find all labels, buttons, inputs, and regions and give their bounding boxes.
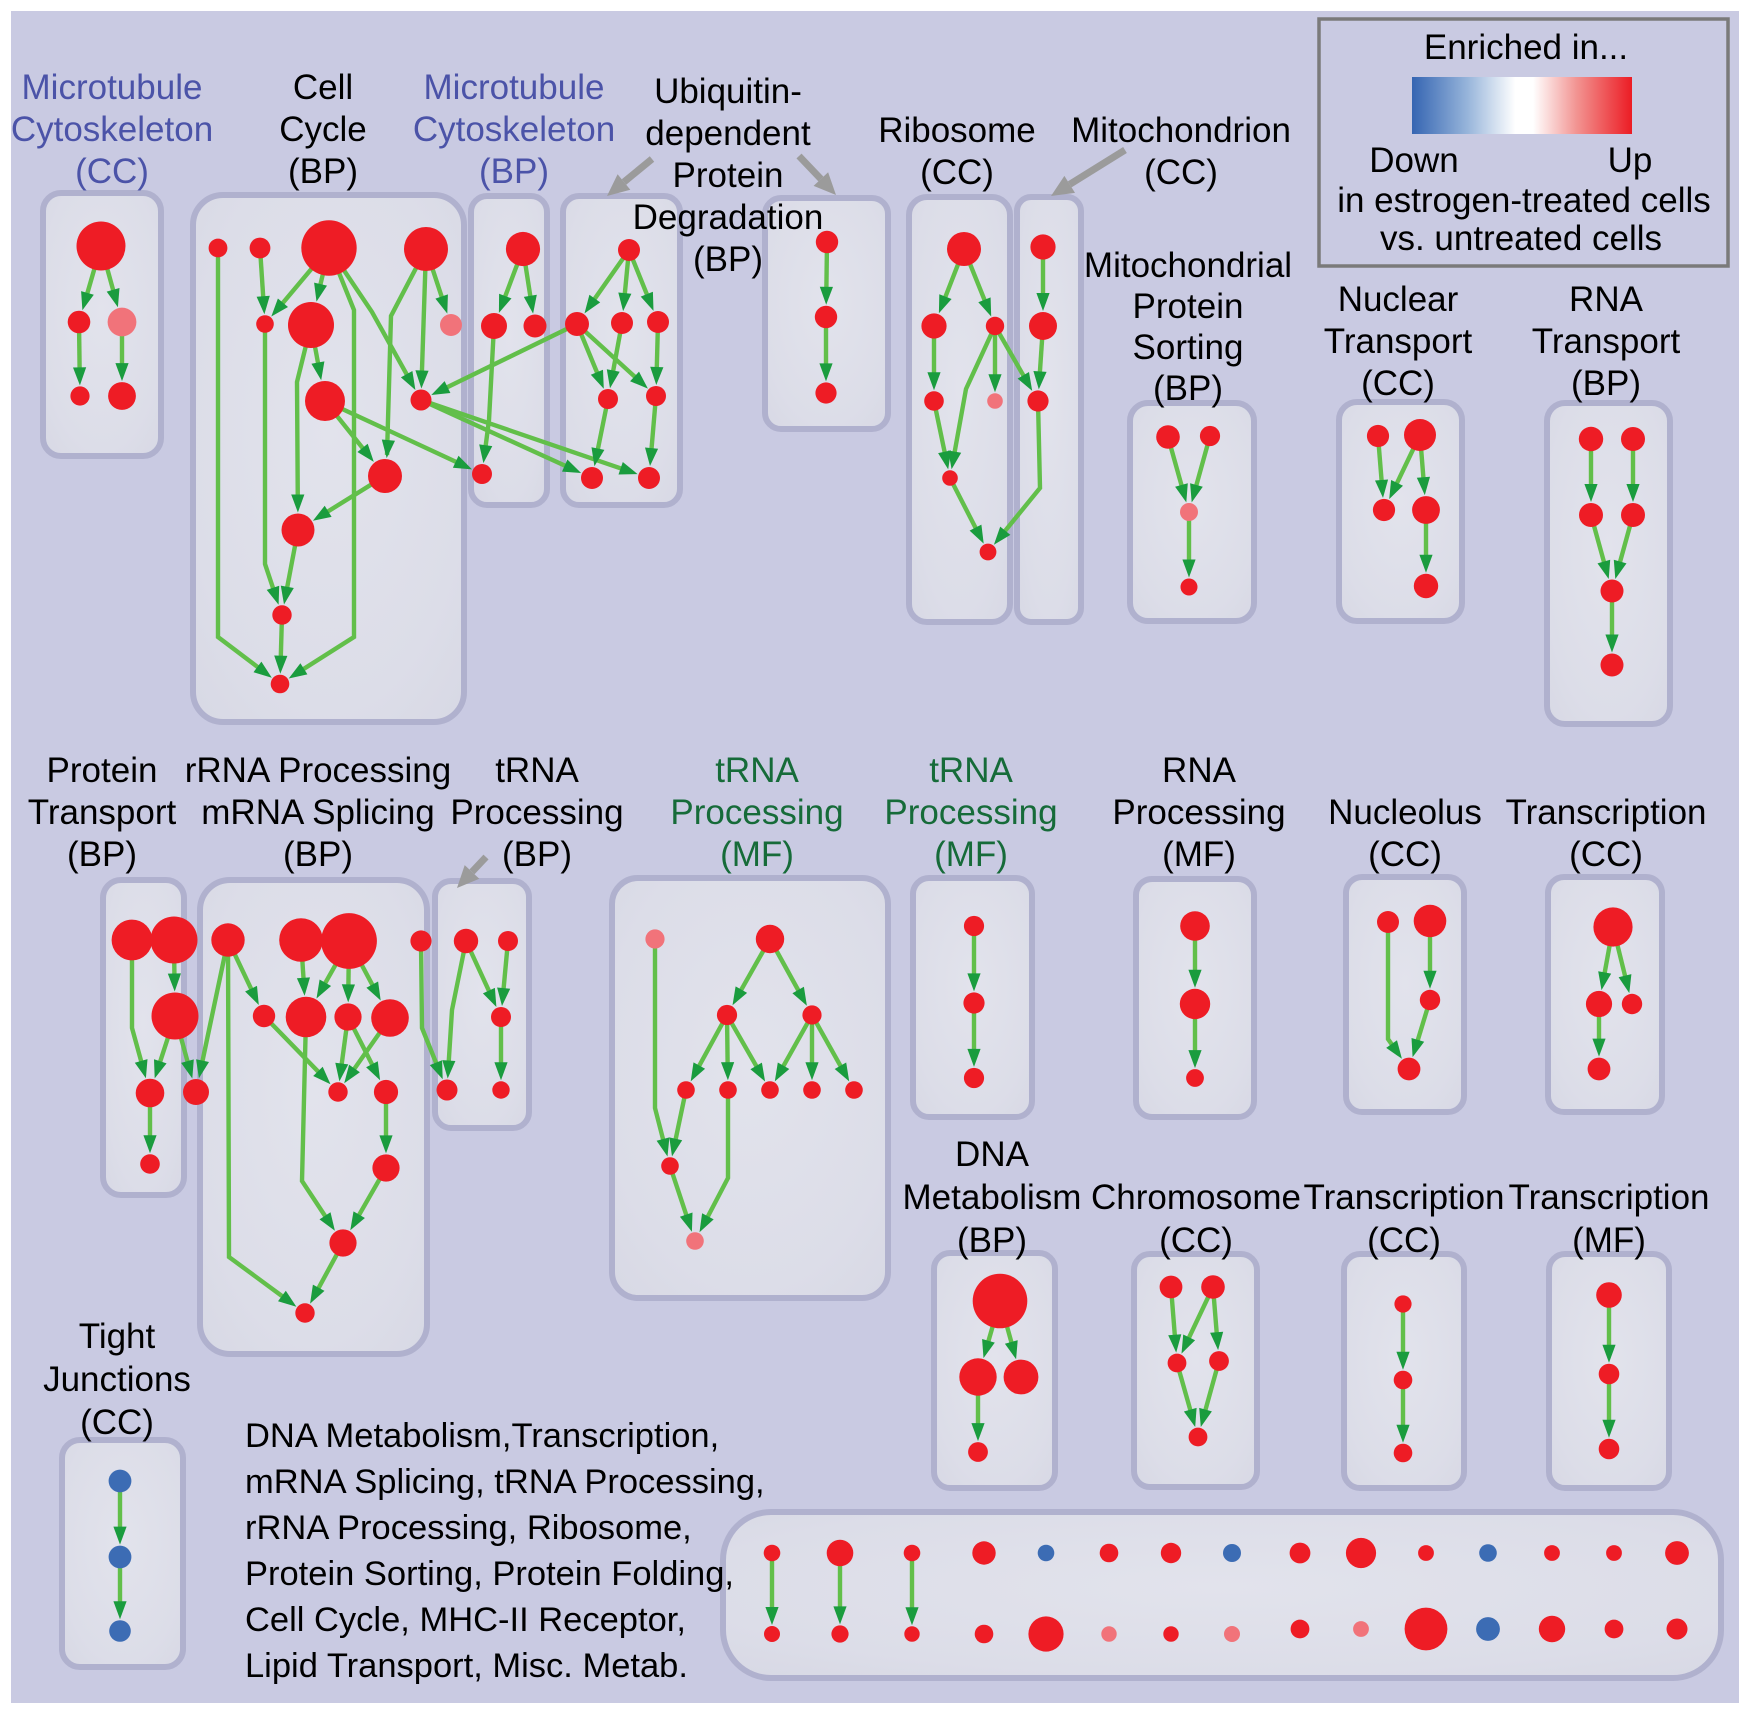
svg-text:vs. untreated cells: vs. untreated cells <box>1380 219 1662 258</box>
svg-text:Microtubule: Microtubule <box>424 68 605 107</box>
svg-text:Cycle: Cycle <box>279 110 367 149</box>
svg-text:Junctions: Junctions <box>43 1360 191 1399</box>
svg-text:(CC): (CC) <box>1361 364 1435 403</box>
svg-text:RNA: RNA <box>1162 751 1237 790</box>
svg-text:(MF): (MF) <box>1162 835 1236 874</box>
svg-text:Enriched in...: Enriched in... <box>1424 28 1628 67</box>
svg-text:(BP): (BP) <box>479 152 549 191</box>
svg-text:(BP): (BP) <box>693 240 763 279</box>
svg-text:Degradation: Degradation <box>633 198 824 237</box>
svg-text:(CC): (CC) <box>80 1403 154 1442</box>
svg-text:Transcription: Transcription <box>1509 1178 1710 1217</box>
svg-text:Cytoskeleton: Cytoskeleton <box>11 110 213 149</box>
svg-text:tRNA: tRNA <box>495 751 579 790</box>
svg-text:DNA Metabolism,Transcription,: DNA Metabolism,Transcription, <box>245 1417 719 1455</box>
svg-text:Mitochondrial: Mitochondrial <box>1084 246 1292 285</box>
svg-text:(CC): (CC) <box>75 152 149 191</box>
svg-text:Up: Up <box>1608 141 1653 180</box>
svg-text:(BP): (BP) <box>288 152 358 191</box>
svg-text:(CC): (CC) <box>1367 1221 1441 1260</box>
svg-text:Mitochondrion: Mitochondrion <box>1071 111 1291 150</box>
svg-text:(BP): (BP) <box>957 1221 1027 1260</box>
svg-text:Chromosome: Chromosome <box>1091 1178 1301 1217</box>
svg-text:mRNA Splicing: mRNA Splicing <box>201 793 434 832</box>
svg-text:(CC): (CC) <box>1159 1221 1233 1260</box>
svg-text:(CC): (CC) <box>1368 835 1442 874</box>
svg-text:Transport: Transport <box>28 793 177 832</box>
svg-text:Cell: Cell <box>293 68 353 107</box>
svg-text:Sorting: Sorting <box>1133 328 1244 367</box>
svg-text:(MF): (MF) <box>720 835 794 874</box>
svg-text:Transport: Transport <box>1532 322 1681 361</box>
svg-text:in estrogen-treated cells: in estrogen-treated cells <box>1337 181 1711 220</box>
svg-text:Transcription: Transcription <box>1304 1178 1505 1217</box>
svg-text:Transcription: Transcription <box>1506 793 1707 832</box>
svg-text:Tight: Tight <box>79 1317 156 1356</box>
svg-text:Protein Sorting, Protein Foldi: Protein Sorting, Protein Folding, <box>245 1555 734 1593</box>
svg-text:Processing: Processing <box>884 793 1057 832</box>
svg-text:tRNA: tRNA <box>929 751 1013 790</box>
svg-text:(CC): (CC) <box>920 153 994 192</box>
svg-text:mRNA Splicing, tRNA Processing: mRNA Splicing, tRNA Processing, <box>245 1463 765 1501</box>
svg-text:(BP): (BP) <box>67 835 137 874</box>
svg-text:Cell Cycle, MHC-II Receptor,: Cell Cycle, MHC-II Receptor, <box>245 1601 686 1639</box>
svg-text:Down: Down <box>1369 141 1458 180</box>
svg-text:Transport: Transport <box>1324 322 1473 361</box>
svg-text:Metabolism: Metabolism <box>903 1178 1082 1217</box>
svg-text:(BP): (BP) <box>502 835 572 874</box>
svg-text:rRNA Processing: rRNA Processing <box>185 751 451 790</box>
svg-text:(BP): (BP) <box>1571 364 1641 403</box>
svg-text:Processing: Processing <box>670 793 843 832</box>
svg-text:RNA: RNA <box>1569 280 1644 319</box>
svg-text:dependent: dependent <box>645 114 811 153</box>
svg-text:Cytoskeleton: Cytoskeleton <box>413 110 615 149</box>
svg-text:(MF): (MF) <box>934 835 1008 874</box>
svg-text:Processing: Processing <box>450 793 623 832</box>
svg-text:(BP): (BP) <box>1153 369 1223 408</box>
svg-text:Protein: Protein <box>673 156 784 195</box>
svg-text:tRNA: tRNA <box>715 751 799 790</box>
svg-text:Protein: Protein <box>1133 287 1244 326</box>
svg-text:Protein: Protein <box>47 751 158 790</box>
svg-text:Lipid Transport, Misc. Metab.: Lipid Transport, Misc. Metab. <box>245 1647 688 1685</box>
svg-text:Processing: Processing <box>1112 793 1285 832</box>
svg-text:(MF): (MF) <box>1572 1221 1646 1260</box>
svg-text:(CC): (CC) <box>1569 835 1643 874</box>
svg-text:Nucleolus: Nucleolus <box>1328 793 1482 832</box>
svg-text:(BP): (BP) <box>283 835 353 874</box>
svg-text:Ribosome: Ribosome <box>878 111 1036 150</box>
svg-text:Microtubule: Microtubule <box>22 68 203 107</box>
svg-text:Ubiquitin-: Ubiquitin- <box>654 72 802 111</box>
svg-text:rRNA Processing, Ribosome,: rRNA Processing, Ribosome, <box>245 1509 692 1547</box>
svg-text:Nuclear: Nuclear <box>1338 280 1459 319</box>
svg-text:(CC): (CC) <box>1144 153 1218 192</box>
svg-text:DNA: DNA <box>955 1135 1030 1174</box>
